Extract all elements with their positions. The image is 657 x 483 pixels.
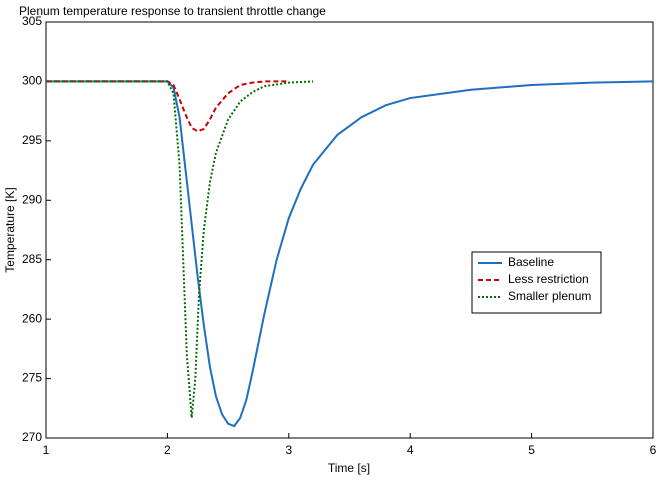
x-tick-label: 2 xyxy=(164,443,171,457)
x-tick-label: 5 xyxy=(528,443,535,457)
y-tick-label: 260 xyxy=(22,311,42,325)
x-tick-label: 6 xyxy=(650,443,657,457)
x-tick-label: 3 xyxy=(285,443,292,457)
y-tick-label: 305 xyxy=(22,14,42,28)
y-tick-label: 285 xyxy=(22,252,42,266)
legend-label: Baseline xyxy=(508,255,554,269)
y-tick-label: 300 xyxy=(22,74,42,88)
series-line xyxy=(46,80,654,428)
chart-title: Plenum temperature response to transient… xyxy=(19,4,326,18)
series-line xyxy=(46,80,314,418)
y-tick-label: 270 xyxy=(22,430,42,444)
y-tick-label: 275 xyxy=(22,371,42,385)
y-axis-label: Temperature [K] xyxy=(3,187,17,272)
legend-label: Smaller plenum xyxy=(508,289,591,303)
x-tick-label: 4 xyxy=(407,443,414,457)
x-axis-label: Time [s] xyxy=(328,461,370,475)
x-tick-label: 1 xyxy=(43,443,50,457)
y-tick-label: 290 xyxy=(22,192,42,206)
y-tick-label: 295 xyxy=(22,133,42,147)
plot-frame xyxy=(45,21,654,439)
series-line xyxy=(46,80,289,133)
legend-label: Less restriction xyxy=(508,272,589,286)
